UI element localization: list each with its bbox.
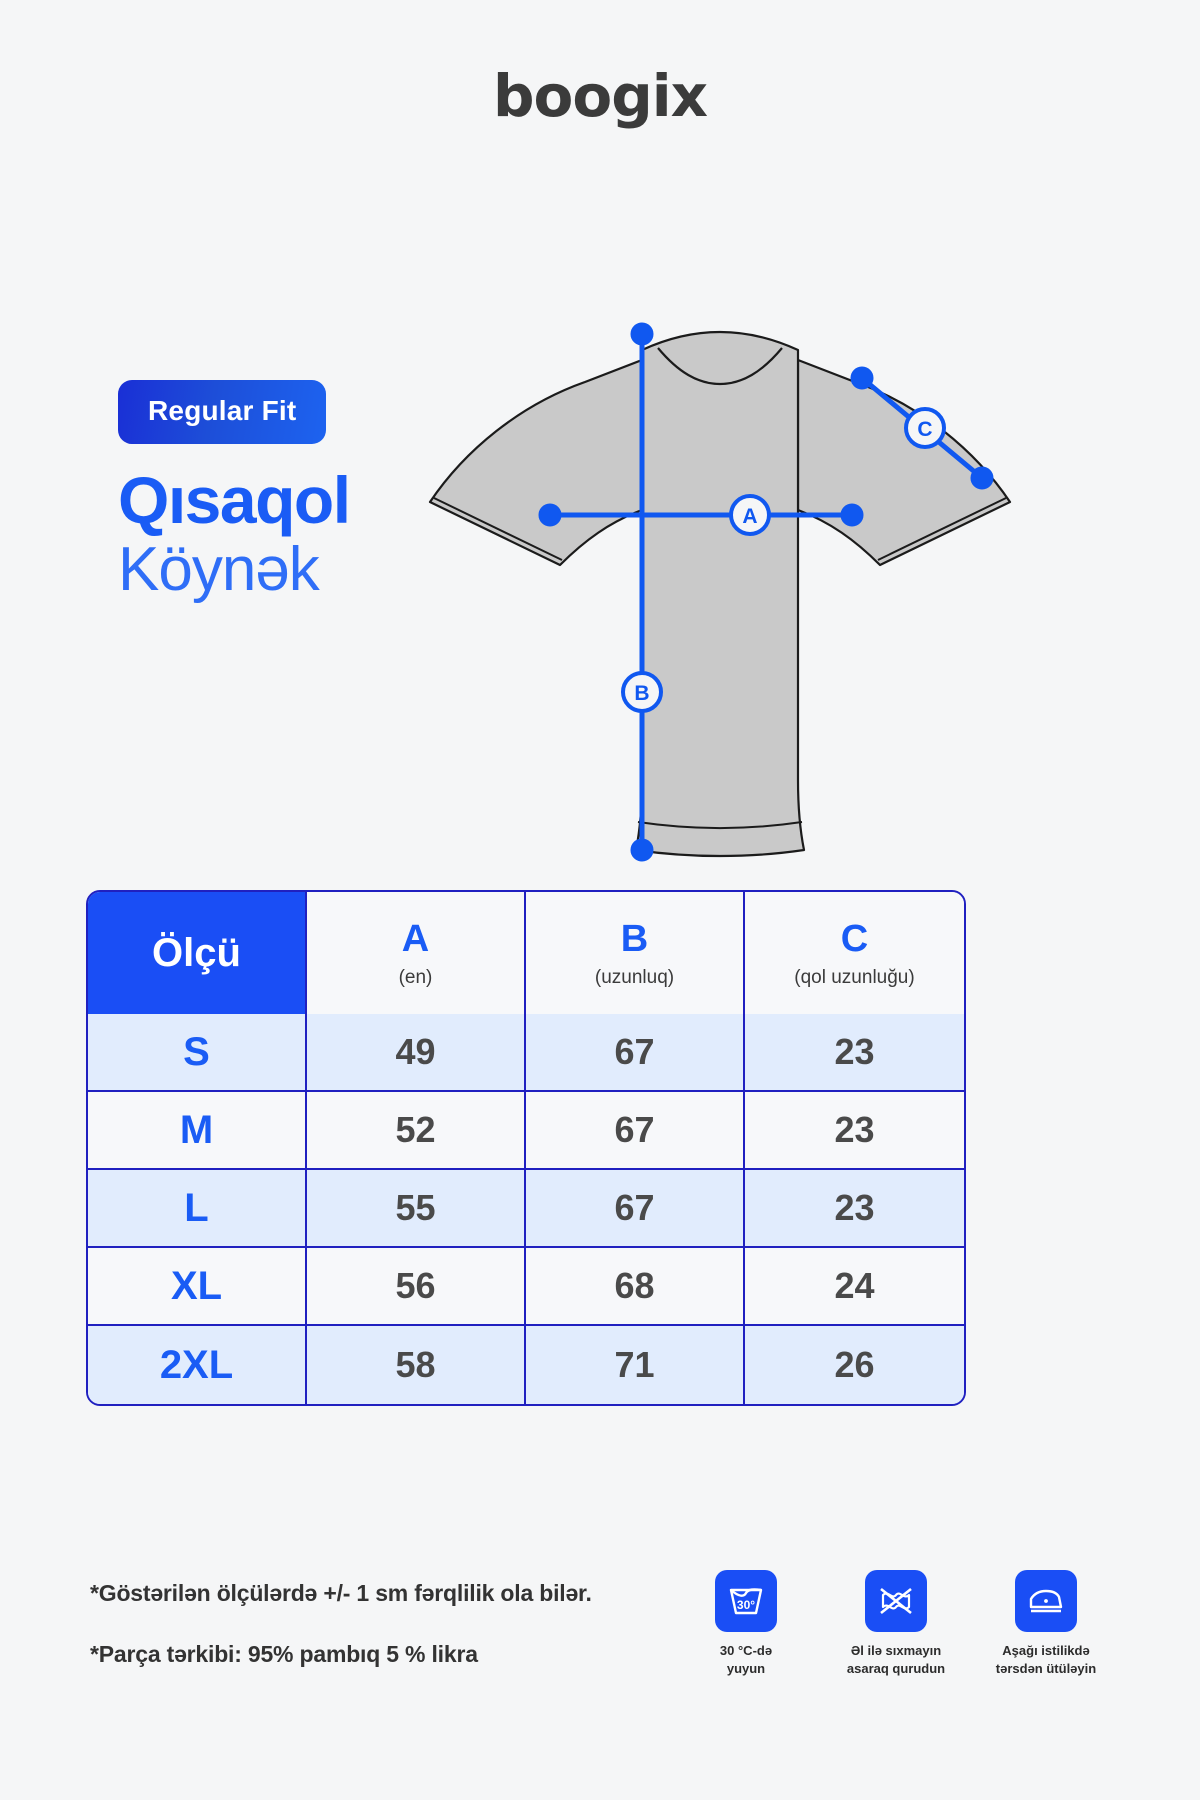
size-table-wrapper: Ölçü A (en) B (uzunluq) C (qol uzunluğu)… bbox=[86, 890, 966, 1406]
marker-b-label: B bbox=[634, 682, 649, 705]
marker-c-label: C bbox=[917, 418, 932, 441]
cell-b: 67 bbox=[526, 1170, 745, 1248]
note-tolerance: *Göstərilən ölçülərdə +/- 1 sm fərqlilik… bbox=[90, 1580, 592, 1606]
svg-text:30°: 30° bbox=[737, 1598, 755, 1612]
cell-b: 68 bbox=[526, 1248, 745, 1326]
care-item-iron: Aşağı istilikdə tərsdən ütüləyin bbox=[992, 1570, 1100, 1677]
cell-c: 23 bbox=[745, 1092, 964, 1170]
low-iron-tile bbox=[1015, 1570, 1077, 1632]
header-b-note: (uzunluq) bbox=[594, 966, 675, 988]
care-item-wash: 30° 30 °C-də yuyun bbox=[692, 1570, 800, 1677]
header-size: Ölçü bbox=[88, 892, 307, 1014]
brand-logo: boogix bbox=[492, 62, 708, 130]
header-c-letter: C bbox=[840, 917, 869, 960]
cell-size: L bbox=[88, 1170, 307, 1248]
table-body: S 49 67 23 M 52 67 23 L 55 67 23 XL 56 6… bbox=[88, 1014, 964, 1404]
wash-30-tile: 30° bbox=[715, 1570, 777, 1632]
care-caption-wring: Əl ilə sıxmayın asaraq qurudun bbox=[846, 1643, 946, 1676]
cell-b: 71 bbox=[526, 1326, 745, 1404]
cell-size: XL bbox=[88, 1248, 307, 1326]
page-subtitle: Köynək bbox=[118, 534, 320, 604]
page-title: Qısaqol bbox=[118, 463, 351, 537]
wash-30-icon: 30° bbox=[729, 1588, 763, 1615]
do-not-wring-icon bbox=[880, 1587, 912, 1615]
care-item-wring: Əl ilə sıxmayın asaraq qurudun bbox=[842, 1570, 950, 1677]
hero-section: Regular Fit Qısaqol Köynək bbox=[0, 130, 1200, 862]
tshirt-diagram: A B C bbox=[410, 310, 1030, 890]
care-instructions: 30° 30 °C-də yuyun Əl ilə sıxmayın asaraq … bbox=[692, 1570, 1110, 1677]
header-a-note: (en) bbox=[398, 966, 433, 988]
cell-a: 58 bbox=[307, 1326, 526, 1404]
footer-notes: *Göstərilən ölçülərdə +/- 1 sm fərqlilik… bbox=[90, 1570, 692, 1702]
table-row: L 55 67 23 bbox=[88, 1170, 964, 1248]
table-row: S 49 67 23 bbox=[88, 1014, 964, 1092]
cell-size: 2XL bbox=[88, 1326, 307, 1404]
hero-text-block: Regular Fit Qısaqol Köynək bbox=[118, 380, 498, 604]
cell-size: S bbox=[88, 1014, 307, 1092]
cell-b: 67 bbox=[526, 1014, 745, 1092]
header-c-note: (qol uzunluğu) bbox=[794, 966, 915, 988]
table-row: XL 56 68 24 bbox=[88, 1248, 964, 1326]
header-col-c: C (qol uzunluğu) bbox=[745, 892, 964, 1014]
do-not-wring-tile bbox=[865, 1570, 927, 1632]
note-composition: *Parça tərkibi: 95% pambıq 5 % likra bbox=[90, 1641, 478, 1667]
cell-a: 52 bbox=[307, 1092, 526, 1170]
table-row: M 52 67 23 bbox=[88, 1092, 964, 1170]
fit-badge: Regular Fit bbox=[118, 380, 327, 444]
header-a-letter: A bbox=[401, 917, 430, 960]
cell-size: M bbox=[88, 1092, 307, 1170]
cell-c: 24 bbox=[745, 1248, 964, 1326]
low-iron-icon bbox=[1029, 1589, 1063, 1613]
cell-a: 55 bbox=[307, 1170, 526, 1248]
footer-section: *Göstərilən ölçülərdə +/- 1 sm fərqlilik… bbox=[0, 1570, 1200, 1702]
cell-c: 26 bbox=[745, 1326, 964, 1404]
care-caption-wash: 30 °C-də yuyun bbox=[719, 1643, 773, 1676]
cell-c: 23 bbox=[745, 1014, 964, 1092]
table-row: 2XL 58 71 26 bbox=[88, 1326, 964, 1404]
cell-c: 23 bbox=[745, 1170, 964, 1248]
size-table: Ölçü A (en) B (uzunluq) C (qol uzunluğu)… bbox=[86, 890, 966, 1406]
marker-a-label: A bbox=[742, 505, 757, 528]
header-col-a: A (en) bbox=[307, 892, 526, 1014]
header-b-letter: B bbox=[620, 917, 649, 960]
table-header-row: Ölçü A (en) B (uzunluq) C (qol uzunluğu) bbox=[88, 892, 964, 1014]
cell-a: 56 bbox=[307, 1248, 526, 1326]
care-caption-iron: Aşağı istilikdə tərsdən ütüləyin bbox=[995, 1643, 1097, 1676]
header-col-b: B (uzunluq) bbox=[526, 892, 745, 1014]
cell-b: 67 bbox=[526, 1092, 745, 1170]
cell-a: 49 bbox=[307, 1014, 526, 1092]
